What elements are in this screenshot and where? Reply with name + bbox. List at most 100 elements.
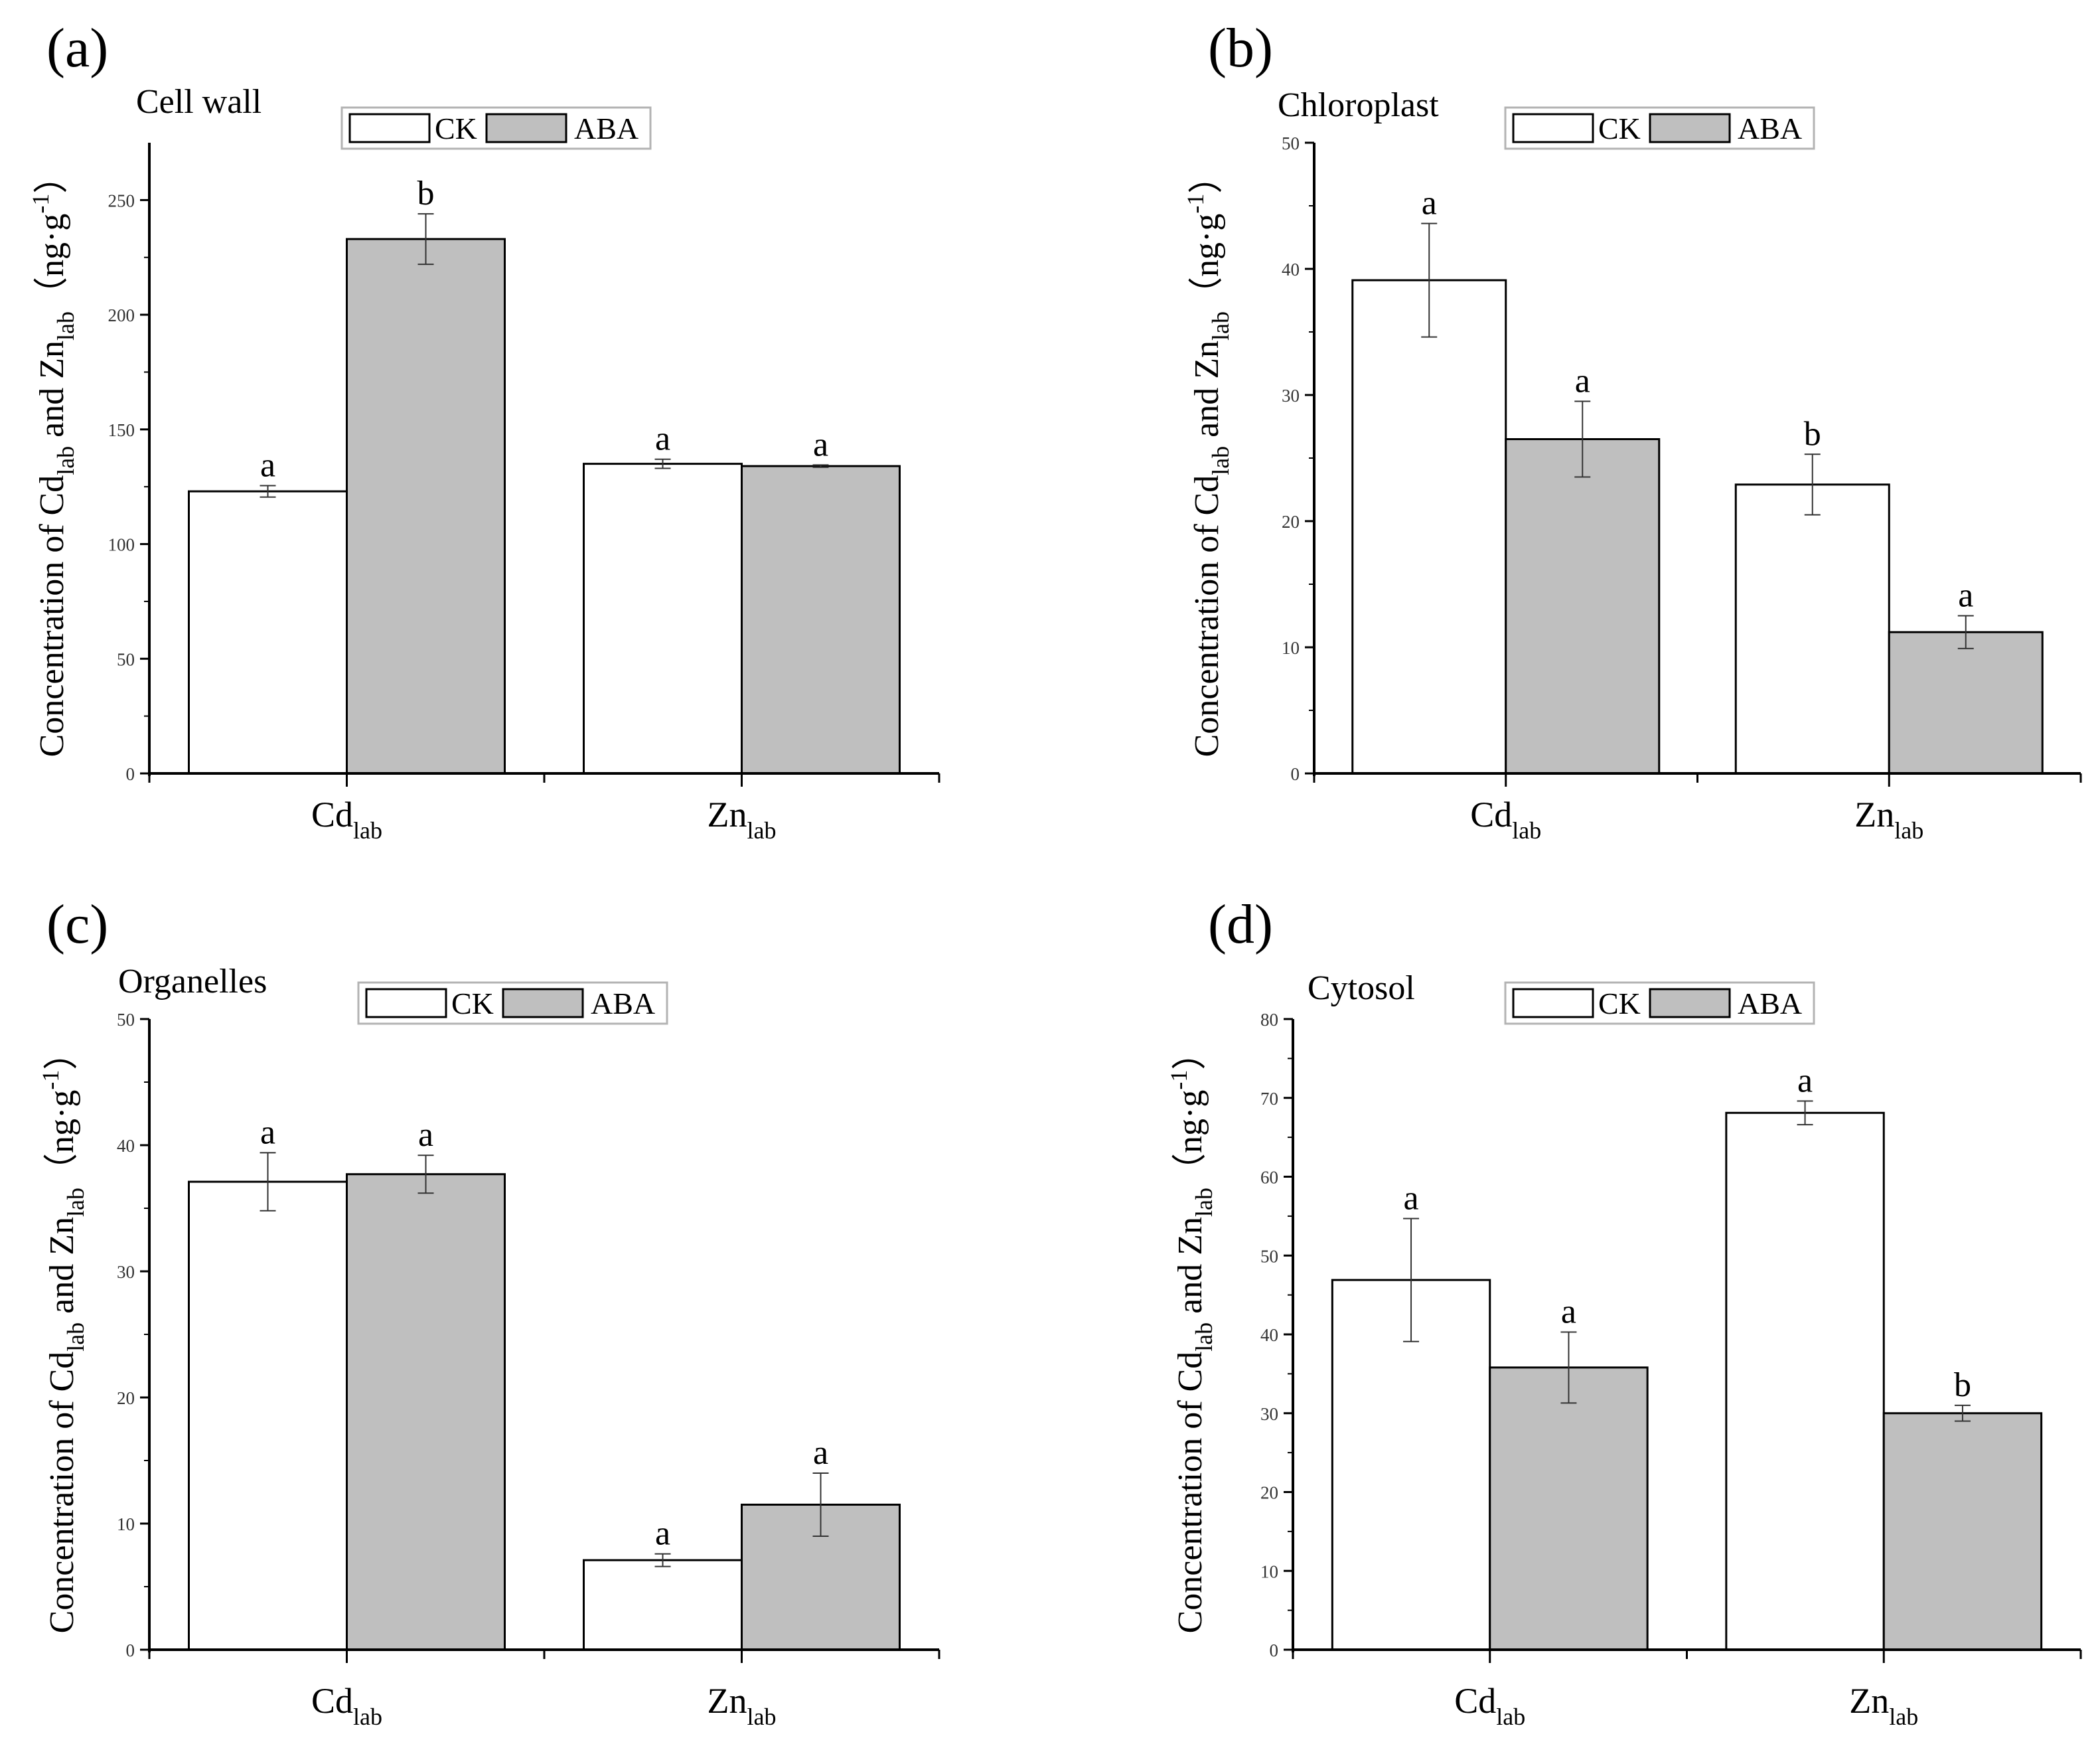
category-element: Cd (1470, 795, 1512, 834)
y-tick-label: 50 (1282, 133, 1300, 153)
bar-aba-cd (1489, 1366, 1649, 1651)
y-tick-label: 100 (108, 535, 135, 555)
ylabel-element-2: Zn (43, 1217, 81, 1255)
y-axis-label: Concentration of Cdlab and Znlab（ng·g-1） (27, 159, 79, 757)
y-tick-label: 250 (108, 191, 135, 210)
category-element: Zn (708, 1681, 747, 1721)
y-tick-label: 10 (1260, 1561, 1278, 1581)
y-tick-label: 50 (117, 1010, 135, 1030)
x-category-label: Znlab (708, 795, 777, 844)
x-category-label: Cdlab (1454, 1681, 1525, 1730)
category-element: Zn (1849, 1681, 1889, 1721)
y-tick-label: 40 (1260, 1325, 1278, 1345)
x-category-label: Znlab (708, 1681, 777, 1730)
legend-label-aba: ABA (1738, 987, 1802, 1020)
ylabel-prefix: Concentration of (1171, 1391, 1209, 1633)
ylabel-subscript-1: lab (62, 1322, 89, 1352)
ylabel-unit-superscript: -1 (27, 194, 54, 214)
y-tick-label: 40 (117, 1136, 135, 1156)
x-category-label: Znlab (1854, 795, 1923, 844)
legend-label-aba: ABA (591, 987, 655, 1020)
y-axis-label: Concentration of Cdlab and Znlab（ng·g-1） (1182, 159, 1234, 757)
category-element: Cd (311, 1681, 353, 1721)
category-subscript: lab (1512, 817, 1541, 844)
panel-label: (b) (1208, 17, 1273, 79)
ylabel-mid: and (43, 1255, 81, 1322)
legend-swatch-ck (1512, 113, 1594, 143)
ylabel-element-1: Cd (1188, 475, 1226, 516)
ylabel-subscript-2: lab (52, 311, 79, 341)
category-element: Cd (311, 795, 353, 834)
category-subscript: lab (747, 817, 777, 844)
ylabel-element-2: Zn (33, 341, 71, 379)
bar-aba-zn (1882, 1412, 2043, 1651)
y-tick-label: 10 (117, 1514, 135, 1534)
significance-letter: a (1797, 1062, 1813, 1100)
ylabel-unit-close: ） (33, 159, 71, 194)
significance-letter: a (813, 1434, 828, 1472)
x-category-label: Cdlab (1470, 795, 1541, 844)
significance-letter: a (1561, 1293, 1576, 1330)
legend-swatch-aba (485, 113, 567, 143)
significance-letter: a (1404, 1179, 1419, 1217)
ylabel-unit-superscript: -1 (1182, 194, 1209, 214)
y-tick-label: 60 (1260, 1168, 1278, 1188)
ylabel-prefix: Concentration of (1188, 515, 1226, 757)
ylabel-subscript-2: lab (1191, 1188, 1217, 1217)
y-tick-label: 0 (1291, 764, 1300, 784)
panel-label: (c) (46, 894, 108, 955)
bar-ck-cd (188, 490, 348, 775)
panel-label: (a) (46, 17, 108, 79)
panel-label: (d) (1208, 894, 1273, 955)
significance-letter: a (813, 426, 828, 463)
significance-letter: a (260, 446, 275, 484)
significance-letter: a (655, 1515, 670, 1553)
ylabel-prefix: Concentration of (43, 1391, 81, 1633)
ylabel-element-1: Cd (43, 1352, 81, 1392)
legend-swatch-aba (502, 988, 584, 1018)
bar-aba-zn (1888, 631, 2044, 775)
y-tick-label: 40 (1282, 260, 1300, 279)
y-tick-label: 50 (1260, 1246, 1278, 1266)
ylabel-element-2: Zn (1188, 341, 1226, 379)
legend-label-aba: ABA (1738, 112, 1802, 145)
ylabel-prefix: Concentration of (33, 515, 71, 757)
ylabel-element-1: Cd (33, 475, 71, 516)
ylabel-unit-open: （ng·g (1188, 214, 1226, 311)
significance-letter: a (260, 1113, 275, 1151)
ylabel-unit-close: ） (1188, 159, 1226, 194)
category-subscript: lab (353, 817, 382, 844)
y-tick-label: 20 (1282, 512, 1300, 532)
ylabel-element-2: Zn (1171, 1217, 1209, 1255)
legend-swatch-ck (1512, 988, 1594, 1018)
ylabel-unit-open: （ng·g (33, 214, 71, 311)
significance-letter: b (1954, 1366, 1971, 1404)
y-tick-label: 200 (108, 305, 135, 325)
panel-title: Chloroplast (1278, 86, 1439, 124)
y-axis-label: Concentration of Cdlab and Znlab（ng·g-1） (37, 1036, 89, 1634)
bar-ck-cd (1351, 279, 1507, 775)
y-tick-label: 50 (117, 649, 135, 669)
bar-aba-cd (1505, 438, 1661, 775)
x-category-label: Cdlab (311, 795, 382, 844)
ylabel-unit-superscript: -1 (37, 1070, 64, 1090)
legend-label-ck: CK (435, 112, 477, 145)
ylabel-unit-superscript: -1 (1165, 1070, 1192, 1090)
y-tick-label: 80 (1260, 1010, 1278, 1030)
legend-label-ck: CK (1598, 112, 1641, 145)
significance-letter: a (1575, 362, 1590, 400)
panel-title: Cytosol (1308, 969, 1415, 1007)
significance-letter: a (655, 420, 670, 458)
significance-letter: a (418, 1116, 433, 1154)
ylabel-subscript-1: lab (1191, 1322, 1217, 1352)
significance-letter: b (1804, 415, 1821, 453)
x-category-label: Znlab (1849, 1681, 1918, 1730)
ylabel-mid: and (1171, 1255, 1209, 1322)
significance-letter: a (1958, 577, 1973, 615)
bar-ck-zn (1734, 483, 1890, 775)
y-tick-label: 30 (1282, 386, 1300, 406)
y-tick-label: 0 (126, 764, 135, 784)
category-element: Zn (708, 795, 747, 834)
